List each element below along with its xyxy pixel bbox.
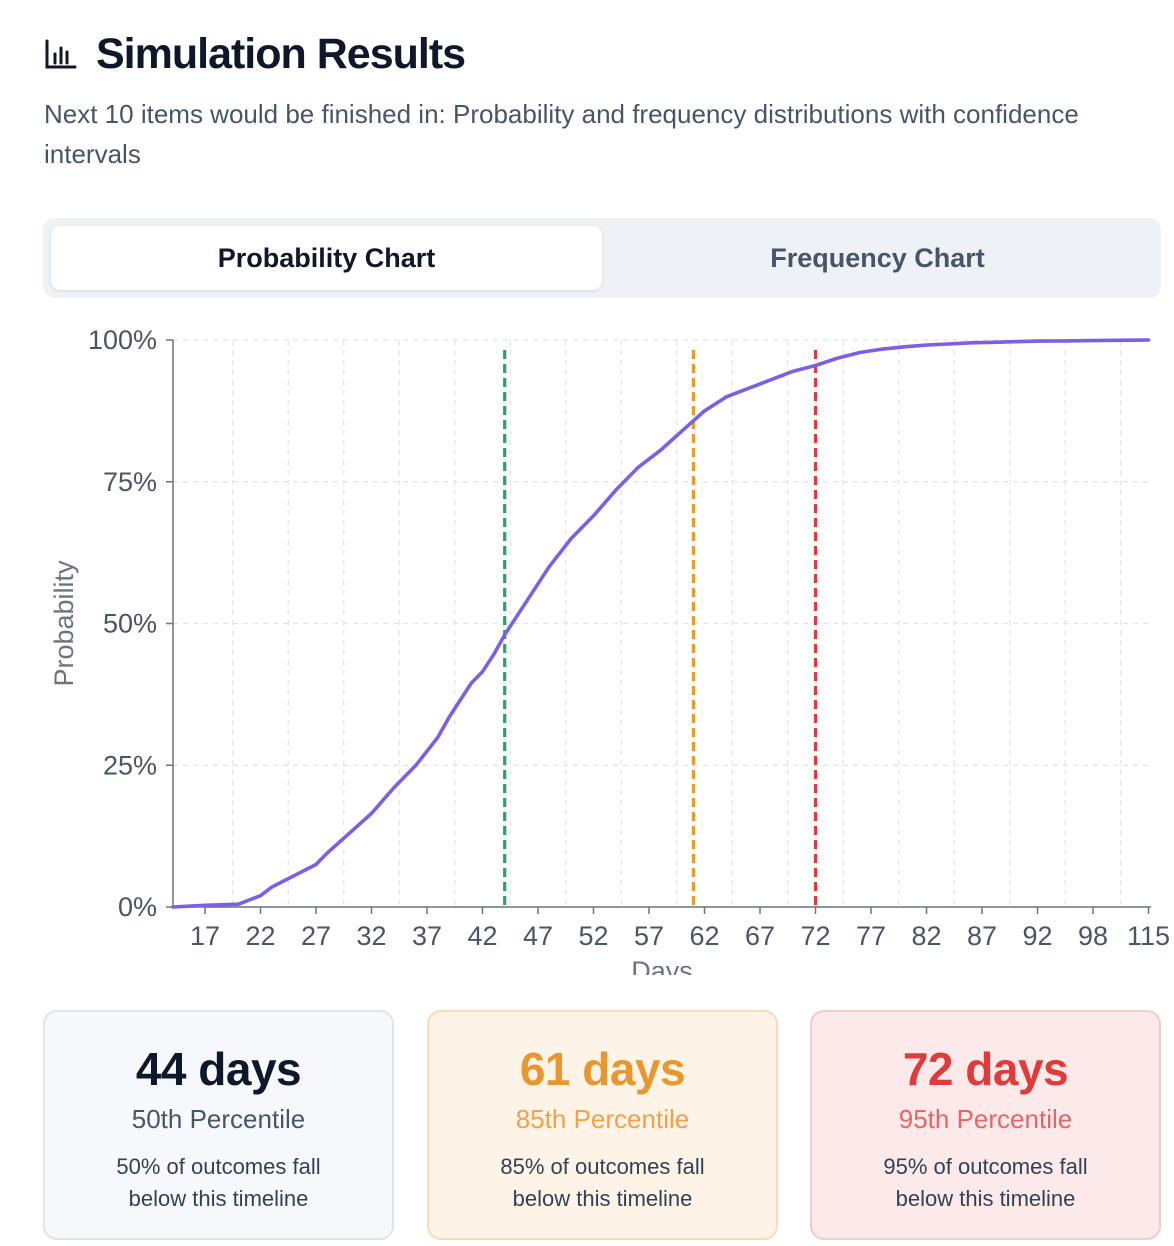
- y-tick-label: 100%: [88, 325, 157, 355]
- page-title: Simulation Results: [96, 29, 466, 78]
- percentile-value: 61 days: [519, 1043, 686, 1095]
- x-tick-label: 98: [1078, 921, 1108, 951]
- percentile-value: 72 days: [902, 1043, 1069, 1095]
- x-tick-label: 62: [689, 921, 719, 951]
- x-tick-label: 37: [412, 921, 442, 951]
- x-tick-label: 52: [578, 921, 608, 951]
- tab-frequency-chart[interactable]: Frequency Chart: [770, 242, 985, 273]
- y-tick-label: 75%: [103, 467, 157, 497]
- y-axis-label: Probability: [49, 560, 79, 687]
- chart-tabs: Probability Chart Frequency Chart: [43, 218, 1161, 298]
- x-tick-label: 82: [911, 921, 941, 951]
- bar-chart-icon: [45, 39, 77, 69]
- x-tick-label: 115: [1127, 921, 1170, 951]
- probability-series-line: [171, 338, 1151, 909]
- x-tick-label: 42: [467, 921, 497, 951]
- percentile-label: 95th Percentile: [898, 1104, 1073, 1134]
- percentile-value: 44 days: [135, 1043, 302, 1095]
- header: Simulation Results Next 10 items would b…: [44, 26, 1144, 174]
- x-tick-label: 32: [356, 921, 386, 951]
- tab-probability-chart[interactable]: Probability Chart: [51, 226, 602, 290]
- x-tick-label: 87: [967, 921, 997, 951]
- y-tick-label: 50%: [103, 609, 157, 639]
- y-tick-label: 25%: [103, 750, 157, 780]
- percentile-label: 50th Percentile: [131, 1104, 306, 1134]
- probability-chart: 0% 25% 50% 75% 100% 17 22 27 32 37 42 47 52 57 62 67 72 7…: [0, 320, 1174, 975]
- percentile-description: 50% of outcomes fall below this timeline: [116, 1154, 321, 1211]
- percentile-description: 85% of outcomes fall below this timeline: [500, 1154, 705, 1211]
- page-subtitle: Next 10 items would be finished in: Prob…: [44, 99, 1079, 169]
- probability-chart-svg: 0% 25% 50% 75% 100% 17 22 27 32 37 42 47 52 57 62 67 72 7…: [49, 325, 1170, 975]
- x-tick-label: 47: [523, 921, 553, 951]
- x-tick-label: 22: [245, 921, 275, 951]
- x-tick-label: 17: [190, 921, 220, 951]
- x-tick-label: 72: [800, 921, 830, 951]
- y-tick-label: 0%: [118, 892, 157, 922]
- percentile-description: 95% of outcomes fall below this timeline: [883, 1154, 1088, 1211]
- percentile-card-95: 72 days 95th Percentile 95% of outcomes …: [810, 1010, 1161, 1240]
- x-tick-label: 77: [856, 921, 886, 951]
- x-tick-label: 57: [634, 921, 664, 951]
- percentile-card-85: 61 days 85th Percentile 85% of outcomes …: [427, 1010, 778, 1240]
- percentile-label: 85th Percentile: [515, 1104, 690, 1134]
- x-tick-label: 92: [1022, 921, 1052, 951]
- x-tick-label: 67: [745, 921, 775, 951]
- percentile-card-50: 44 days 50th Percentile 50% of outcomes …: [43, 1010, 394, 1240]
- x-tick-label: 27: [301, 921, 331, 951]
- x-axis-label: Days: [631, 956, 693, 975]
- title-row: Simulation Results: [44, 26, 1144, 82]
- percentile-cards: 44 days 50th Percentile 50% of outcomes …: [43, 1010, 1161, 1240]
